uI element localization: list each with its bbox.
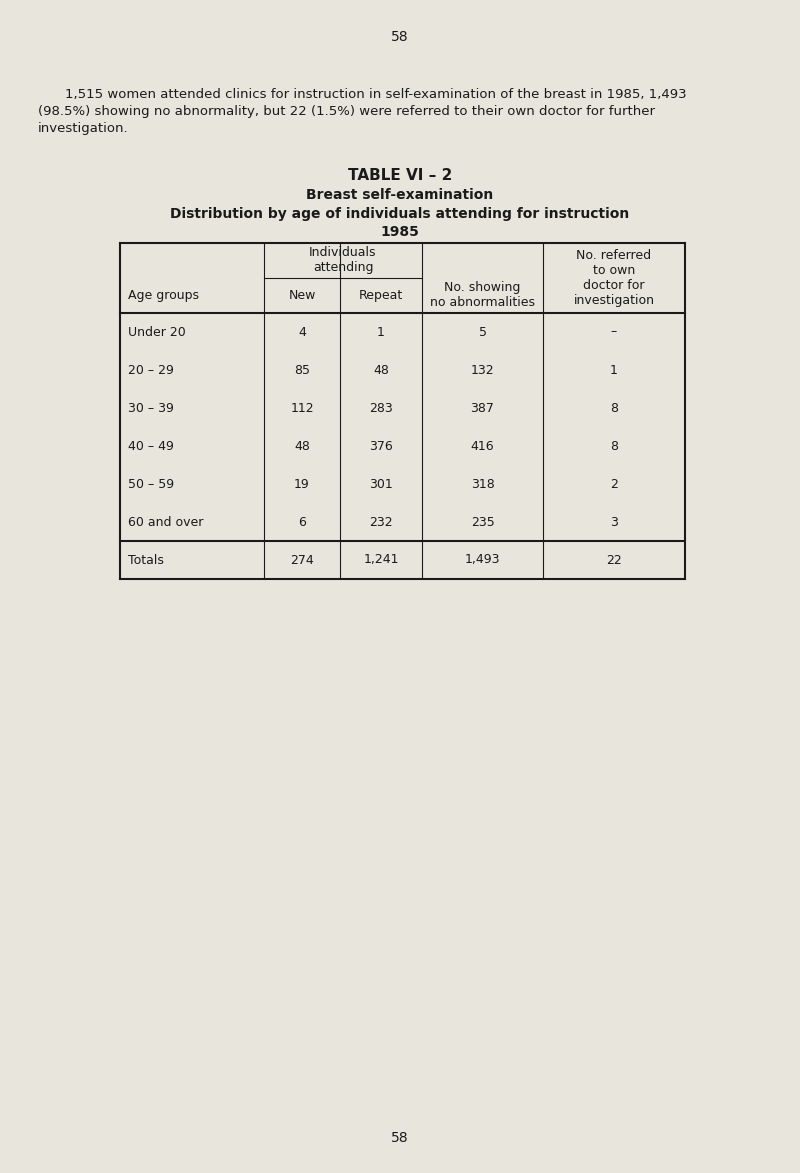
Text: 3: 3 [610, 515, 618, 529]
Text: 1,515 women attended clinics for instruction in self-examination of the breast i: 1,515 women attended clinics for instruc… [65, 88, 686, 101]
Text: 60 and over: 60 and over [128, 515, 203, 529]
Text: 283: 283 [369, 401, 393, 414]
Text: 2: 2 [610, 477, 618, 490]
Text: 274: 274 [290, 554, 314, 567]
Text: Totals: Totals [128, 554, 164, 567]
Text: 50 – 59: 50 – 59 [128, 477, 174, 490]
Text: 232: 232 [369, 515, 393, 529]
Text: 22: 22 [606, 554, 622, 567]
Text: Individuals
attending: Individuals attending [310, 246, 377, 274]
Text: 85: 85 [294, 364, 310, 377]
Text: Age groups: Age groups [128, 289, 199, 301]
Text: 416: 416 [470, 440, 494, 453]
Text: 40 – 49: 40 – 49 [128, 440, 174, 453]
Text: 1985: 1985 [381, 225, 419, 239]
Text: 8: 8 [610, 440, 618, 453]
Text: Distribution by age of individuals attending for instruction: Distribution by age of individuals atten… [170, 206, 630, 221]
Text: 318: 318 [470, 477, 494, 490]
Text: 112: 112 [290, 401, 314, 414]
Text: TABLE VI – 2: TABLE VI – 2 [348, 168, 452, 183]
Text: 6: 6 [298, 515, 306, 529]
Text: Under 20: Under 20 [128, 325, 186, 339]
Text: 132: 132 [470, 364, 494, 377]
Text: investigation.: investigation. [38, 122, 129, 135]
Text: 58: 58 [391, 30, 409, 45]
Text: No. referred
to own
doctor for
investigation: No. referred to own doctor for investiga… [574, 249, 654, 307]
Text: 30 – 39: 30 – 39 [128, 401, 174, 414]
Text: 5: 5 [478, 325, 486, 339]
Text: 48: 48 [294, 440, 310, 453]
Text: 235: 235 [470, 515, 494, 529]
Text: 376: 376 [369, 440, 393, 453]
Text: 301: 301 [369, 477, 393, 490]
Text: 20 – 29: 20 – 29 [128, 364, 174, 377]
Text: (98.5%) showing no abnormality, but 22 (1.5%) were referred to their own doctor : (98.5%) showing no abnormality, but 22 (… [38, 106, 655, 118]
Text: 48: 48 [373, 364, 389, 377]
Text: 1,493: 1,493 [465, 554, 500, 567]
Text: 387: 387 [470, 401, 494, 414]
Text: 1: 1 [377, 325, 385, 339]
Text: Breast self-examination: Breast self-examination [306, 188, 494, 202]
Text: New: New [288, 289, 316, 301]
Text: No. showing
no abnormalities: No. showing no abnormalities [430, 282, 535, 310]
Text: 1,241: 1,241 [363, 554, 398, 567]
Text: 1: 1 [610, 364, 618, 377]
Text: 19: 19 [294, 477, 310, 490]
Text: 4: 4 [298, 325, 306, 339]
Text: 58: 58 [391, 1131, 409, 1145]
Text: –: – [611, 325, 617, 339]
Text: 8: 8 [610, 401, 618, 414]
Text: Repeat: Repeat [359, 289, 403, 301]
